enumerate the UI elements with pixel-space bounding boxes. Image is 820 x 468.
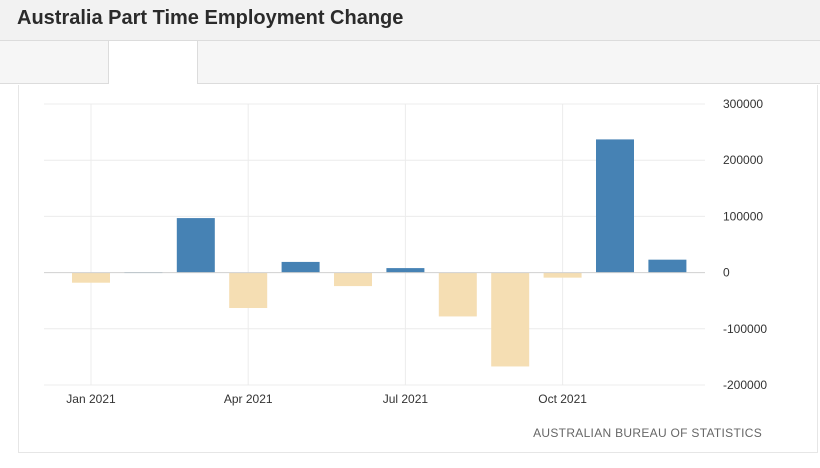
y-tick-label: -100000 bbox=[723, 322, 767, 336]
tab-3[interactable] bbox=[197, 41, 820, 84]
title-bar: Australia Part Time Employment Change bbox=[0, 0, 820, 41]
bar-nov-2021 bbox=[596, 139, 634, 273]
y-tick-label: 200000 bbox=[723, 153, 763, 167]
bar-apr-2021 bbox=[229, 272, 268, 309]
tab-1[interactable] bbox=[0, 41, 109, 84]
x-tick-label: Apr 2021 bbox=[224, 392, 273, 406]
page-title: Australia Part Time Employment Change bbox=[17, 7, 404, 29]
bar-sep-2021 bbox=[491, 272, 530, 367]
tab-bar bbox=[0, 41, 820, 85]
bar-mar-2021 bbox=[176, 218, 215, 273]
bar-jul-2021 bbox=[386, 268, 425, 273]
bar-oct-2021 bbox=[543, 272, 582, 278]
y-tick-label: 100000 bbox=[723, 209, 763, 223]
y-tick-label: 0 bbox=[723, 266, 730, 280]
bar-may-2021 bbox=[281, 261, 320, 273]
x-tick-label: Jul 2021 bbox=[383, 392, 429, 406]
tab-2-active[interactable] bbox=[109, 41, 197, 84]
bar-dec-2021 bbox=[648, 259, 687, 273]
bar-chart: 300000 200000 100000 0 -100000 -200000 Jan 202… bbox=[44, 97, 767, 406]
bar-jun-2021 bbox=[334, 272, 372, 287]
chart-panel: 300000 200000 100000 0 -100000 -200000 Jan 202… bbox=[18, 85, 818, 453]
bar-aug-2021 bbox=[438, 272, 477, 317]
y-tick-label: 300000 bbox=[723, 97, 763, 111]
x-tick-label: Jan 2021 bbox=[66, 392, 116, 406]
source-credit: AUSTRALIAN BUREAU OF STATISTICS bbox=[533, 426, 762, 440]
bar-jan-2021 bbox=[72, 272, 110, 283]
y-tick-label: -200000 bbox=[723, 378, 767, 392]
x-tick-label: Oct 2021 bbox=[538, 392, 587, 406]
